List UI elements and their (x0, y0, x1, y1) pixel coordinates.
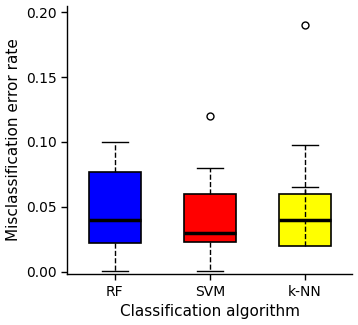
PathPatch shape (279, 194, 331, 246)
PathPatch shape (89, 172, 141, 243)
X-axis label: Classification algorithm: Classification algorithm (120, 305, 300, 319)
Y-axis label: Misclassification error rate: Misclassification error rate (6, 39, 20, 241)
PathPatch shape (184, 194, 236, 242)
